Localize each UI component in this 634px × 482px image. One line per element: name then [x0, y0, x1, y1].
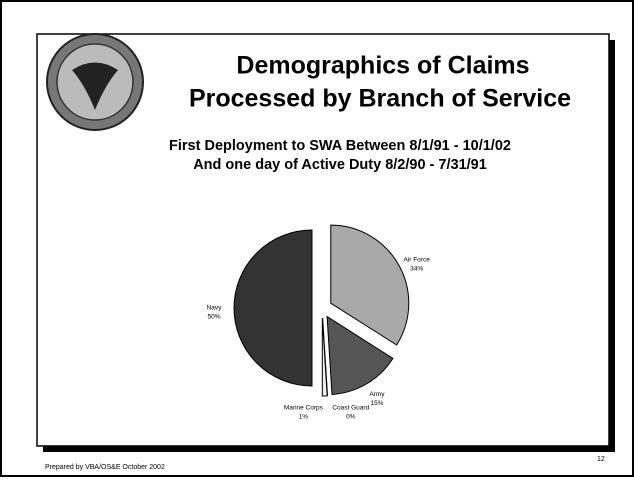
- footer: Prepared by VBA/OS&E October 2002: [45, 464, 165, 471]
- page-number: 12: [597, 456, 605, 463]
- pie-slice: [326, 315, 394, 395]
- pie-slice: [233, 229, 313, 387]
- pie-slice: [321, 317, 328, 397]
- slice-label: Air Force: [403, 257, 430, 264]
- slice-label: Army: [369, 391, 385, 398]
- title-line: Demographics of Claims: [236, 52, 529, 80]
- pie-slice: [330, 224, 410, 346]
- pie: Air Force 34% Army 15%Coast Guard 0% Marine C…: [207, 224, 430, 421]
- subtitle-line: First Deployment to SWA Between 8/1/91 -…: [169, 138, 511, 154]
- subtitle-line: And one day of Active Duty 8/2/90 - 7/31…: [193, 157, 487, 173]
- seal: [46, 33, 144, 131]
- title-line: Processed by Branch of Service: [189, 85, 571, 113]
- slice-label: Marine Corps: [284, 405, 324, 412]
- slice-value-label: 0%: [346, 414, 356, 421]
- slice-value-label: 34%: [410, 266, 423, 273]
- slice-label: Navy: [207, 305, 223, 312]
- slice-label: Coast Guard: [332, 405, 369, 412]
- slice-value-label: 15%: [370, 400, 383, 407]
- slice-value-label: 1%: [299, 414, 309, 421]
- slice-value-label: 50%: [207, 314, 220, 321]
